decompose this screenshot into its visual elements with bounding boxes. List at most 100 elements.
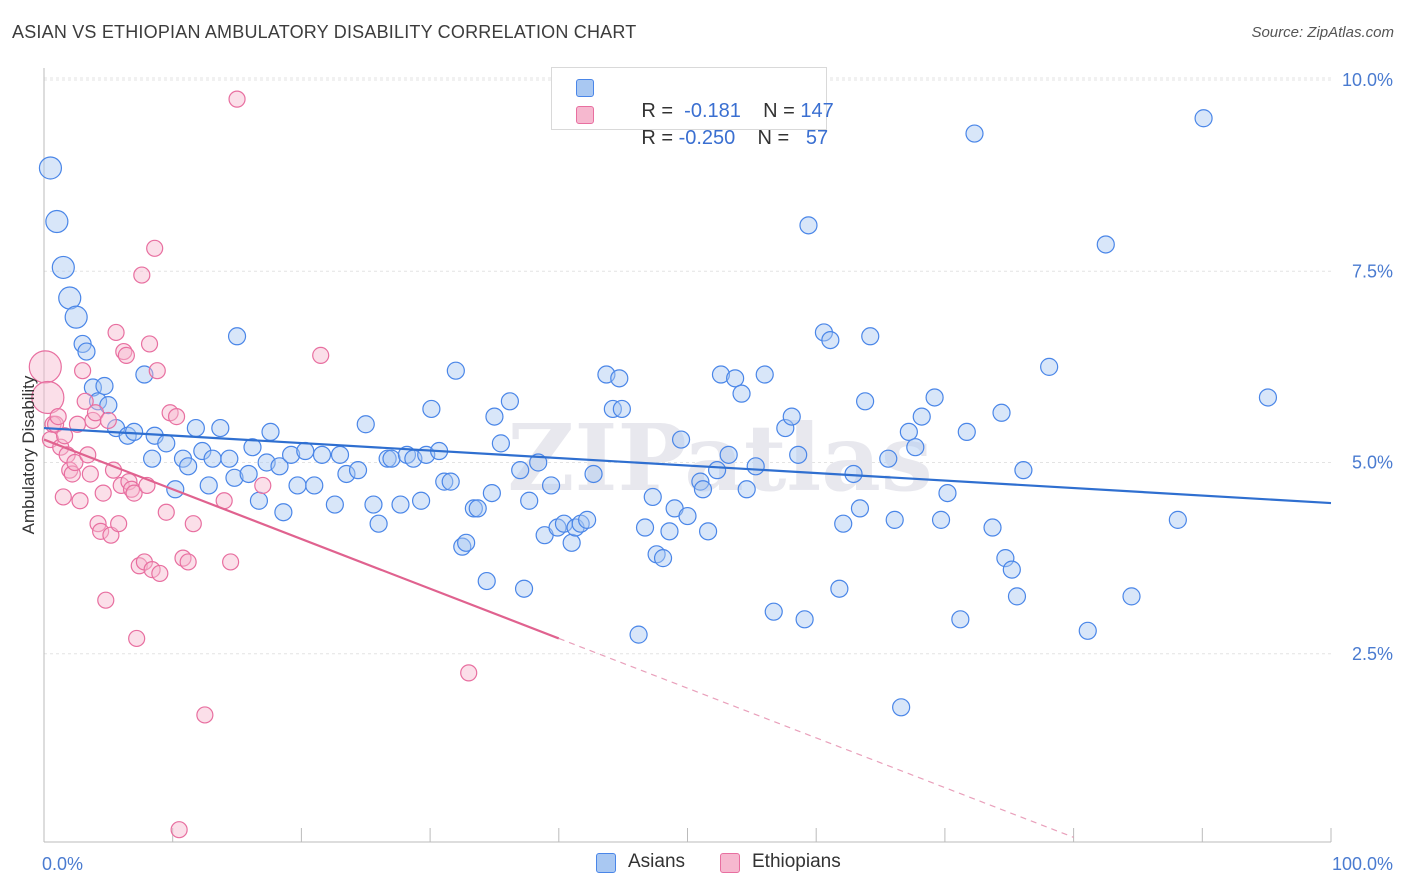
y-tick-label: 7.5% [1352,261,1393,281]
data-point [698,522,718,541]
data-point [737,480,756,499]
legend-r-label: R = [641,127,674,149]
data-point [55,427,74,445]
data-point [167,408,186,426]
data-point [629,625,648,644]
data-point [885,510,904,529]
x-tick-label: 0.0% [42,854,83,874]
data-point [199,476,218,495]
data-point [146,239,164,257]
data-point [133,266,151,284]
data-point [799,216,818,235]
data-point [125,484,143,502]
data-point [464,499,483,518]
data-point [95,376,114,396]
data-point [220,449,239,468]
data-point [66,453,84,472]
data-point [477,571,496,591]
data-point [861,327,880,346]
data-point [755,365,774,384]
trend-lines [43,426,1332,838]
data-point [965,124,984,143]
data-point [261,422,280,441]
data-point [99,396,118,415]
data-point [157,503,175,521]
data-point [992,403,1011,422]
data-point [77,342,96,361]
data-point [135,365,154,384]
data-point [1194,109,1213,128]
data-point [411,491,431,510]
chart-title: ASIAN VS ETHIOPIAN AMBULATORY DISABILITY… [12,22,637,42]
data-point [330,445,350,464]
data-point [732,384,751,403]
data-point [38,156,63,180]
trend-line-ethiopians-extrapolated [558,637,1074,838]
data-point [325,495,344,514]
data-point [305,476,324,495]
data-point [856,392,875,411]
data-point [184,515,202,533]
data-point [83,378,103,397]
data-point [850,499,870,518]
data-point [49,408,67,426]
data-point [457,533,476,552]
data-point [157,434,176,453]
data-point [906,438,925,457]
data-point [1096,235,1115,254]
data-point [1007,587,1027,606]
data-point [1168,510,1187,529]
data-point [64,305,88,329]
y-tick-label: 2.5% [1352,644,1393,664]
data-point [382,449,401,468]
data-point [179,457,198,476]
data-point [468,499,487,518]
data-point [1002,560,1021,579]
data-point [938,484,957,503]
data-point [296,441,315,461]
data-point [879,449,898,468]
data-point [243,438,262,457]
data-point [45,209,69,234]
data-point [203,449,222,468]
data-point [562,533,581,552]
data-point [86,404,105,422]
data-point [31,380,65,415]
series-ethiopians [28,90,478,839]
axes [43,68,1332,843]
data-point [485,407,504,426]
data-point [711,365,731,384]
data-point [225,468,244,487]
data-point [74,362,92,380]
data-point [782,407,801,426]
data-point [254,476,272,495]
data-point [983,518,1002,537]
data-point [446,361,465,380]
watermark: ZIPatlas [507,404,932,512]
data-point [460,664,478,682]
data-point [94,484,112,502]
chart-source: Source: ZipAtlas.com [1251,24,1394,41]
data-point [143,449,162,468]
legend-r-value-ethiopians: -0.250 [678,127,736,149]
data-point [719,445,738,464]
data-point [726,369,745,388]
data-point [71,492,89,510]
data-point [239,464,258,484]
y-tick-label: 5.0% [1352,453,1393,473]
data-point [227,327,247,346]
asians-swatch [576,79,594,97]
data-point [196,706,214,724]
data-point [610,369,629,388]
stats-legend: R = -0.181 N = 147 R = -0.250 N = 57 [551,67,834,149]
data-point [925,388,944,407]
data-point [128,629,146,648]
data-point [578,510,597,529]
data-point [422,399,441,419]
trend-line-ethiopians [43,438,560,640]
data-point [356,415,375,434]
data-point [228,90,246,108]
data-point [776,418,795,438]
y-tick-label: 10.0% [1342,70,1393,90]
